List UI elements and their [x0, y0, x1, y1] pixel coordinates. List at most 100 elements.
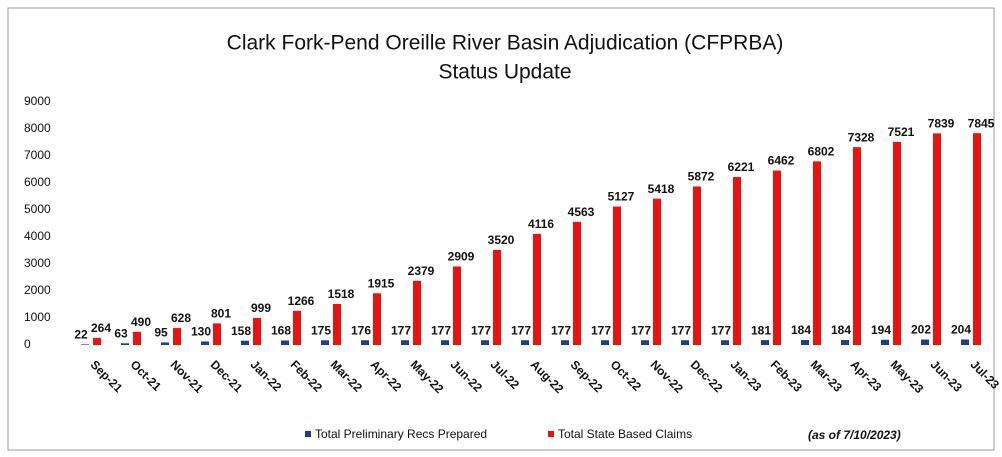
- legend-swatch: [548, 431, 554, 437]
- bar: [521, 340, 529, 345]
- frame: [7, 7, 995, 451]
- bar: [401, 340, 409, 345]
- value-label: 1518: [328, 287, 355, 301]
- value-label: 177: [471, 323, 491, 337]
- y-tick-label: 3000: [24, 256, 51, 270]
- bar: [921, 339, 929, 345]
- bar: [841, 340, 849, 345]
- value-label: 175: [311, 323, 331, 337]
- bar: [333, 304, 341, 345]
- bar: [93, 337, 101, 345]
- value-label: 95: [154, 326, 168, 340]
- bar: [933, 133, 941, 345]
- value-label: 130: [191, 325, 211, 339]
- value-label: 4563: [568, 205, 595, 219]
- value-label: 176: [351, 323, 371, 337]
- y-tick-label: 0: [24, 337, 31, 351]
- value-label: 6802: [808, 145, 835, 159]
- bar: [601, 340, 609, 345]
- bar: [613, 206, 621, 345]
- bar: [681, 340, 689, 345]
- bar: [733, 177, 741, 345]
- bar: [573, 221, 581, 345]
- bar: [693, 186, 701, 345]
- value-label: 2909: [448, 250, 475, 264]
- value-label: 801: [211, 307, 231, 321]
- bar: [853, 147, 861, 345]
- bar: [293, 310, 301, 345]
- bar: [721, 340, 729, 345]
- bar: [81, 344, 89, 345]
- bar: [761, 340, 769, 345]
- bar: [361, 340, 369, 345]
- value-label: 204: [951, 323, 971, 337]
- value-label: 7845: [968, 116, 995, 130]
- bar: [441, 340, 449, 345]
- value-label: 6221: [728, 160, 755, 174]
- value-label: 177: [711, 323, 731, 337]
- value-label: 181: [751, 323, 771, 337]
- value-label: 4116: [528, 217, 554, 231]
- bar: [561, 340, 569, 345]
- legend-label: Total State Based Claims: [558, 427, 692, 441]
- value-label: 184: [791, 323, 811, 337]
- y-tick-label: 1000: [24, 310, 51, 324]
- bar: [133, 331, 141, 345]
- value-label: 490: [131, 315, 151, 329]
- value-label: 177: [431, 323, 451, 337]
- bar: [281, 340, 289, 345]
- bar: [241, 340, 249, 345]
- value-label: 6462: [768, 154, 795, 168]
- annotation: (as of 7/10/2023): [808, 428, 901, 442]
- y-tick-label: 7000: [24, 148, 51, 162]
- bar: [121, 343, 129, 345]
- bar: [641, 340, 649, 345]
- value-label: 5872: [688, 170, 715, 184]
- y-tick-label: 8000: [24, 121, 51, 135]
- value-label: 3520: [488, 233, 515, 247]
- bar: [373, 293, 381, 345]
- value-label: 7839: [928, 117, 955, 131]
- y-tick-label: 5000: [24, 202, 51, 216]
- y-tick-label: 4000: [24, 229, 51, 243]
- bar: [253, 318, 261, 345]
- value-label: 1915: [368, 276, 395, 290]
- value-label: 1266: [288, 294, 315, 308]
- bar: [893, 141, 901, 345]
- value-label: 202: [911, 323, 931, 337]
- value-label: 168: [271, 324, 291, 338]
- value-label: 7328: [848, 130, 875, 144]
- y-tick-label: 6000: [24, 175, 51, 189]
- value-label: 5418: [648, 182, 675, 196]
- value-label: 184: [831, 323, 851, 337]
- bar: [481, 340, 489, 345]
- bar: [413, 280, 421, 345]
- bar: [321, 340, 329, 345]
- bar: [961, 339, 969, 345]
- legend-swatch: [305, 431, 311, 437]
- value-label: 22: [74, 328, 88, 342]
- bar: [213, 323, 221, 345]
- bar: [533, 233, 541, 345]
- bar: [493, 249, 501, 345]
- value-label: 194: [871, 323, 891, 337]
- value-label: 177: [631, 323, 651, 337]
- value-label: 177: [671, 323, 691, 337]
- bar: [453, 266, 461, 345]
- value-label: 628: [171, 311, 191, 325]
- bar: [881, 339, 889, 345]
- value-label: 264: [91, 321, 111, 335]
- chart-subtitle: Status Update: [438, 61, 571, 84]
- y-tick-label: 9000: [24, 94, 51, 108]
- legend-label: Total Preliminary Recs Prepared: [315, 427, 487, 441]
- value-label: 7521: [888, 125, 915, 139]
- chart-title: Clark Fork-Pend Oreille River Basin Adju…: [227, 32, 784, 55]
- value-label: 999: [251, 301, 271, 315]
- bar: [813, 161, 821, 345]
- bar: [801, 340, 809, 345]
- value-label: 5127: [608, 190, 635, 204]
- bar: [773, 170, 781, 345]
- value-label: 177: [391, 323, 411, 337]
- value-label: 177: [551, 323, 571, 337]
